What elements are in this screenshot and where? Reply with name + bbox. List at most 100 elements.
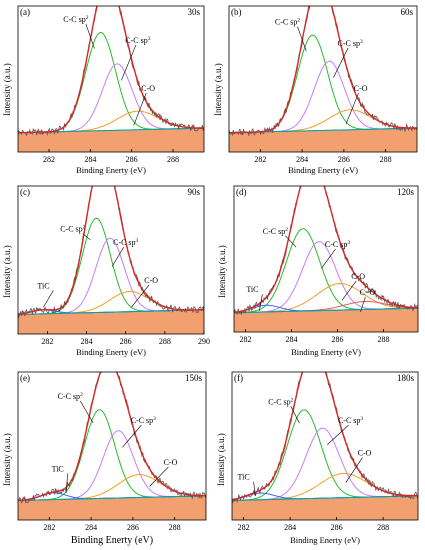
plot-area (229, 6, 417, 152)
peak-label: C-C sp2 (263, 227, 288, 236)
background-line (234, 307, 418, 314)
x-tick-label: 284 (84, 155, 96, 164)
annotation-pointer (297, 26, 307, 52)
annotation-pointer (333, 47, 349, 78)
superscript: 3 (153, 416, 156, 422)
plot-area (18, 6, 204, 152)
panel-letter: (f) (234, 373, 243, 383)
envelope-line (18, 186, 204, 315)
peak-label: C=O (360, 288, 376, 297)
x-tick-label: 286 (127, 523, 139, 532)
superscript: 2 (86, 15, 89, 21)
x-tick-label: 286 (338, 155, 350, 164)
annotation-pointer (122, 424, 142, 448)
x-tick-label: 286 (332, 335, 344, 344)
y-axis-label: Intensity (a.u.) (217, 245, 227, 298)
x-tick-label: 282 (41, 337, 53, 346)
x-tick-label: 284 (85, 523, 97, 532)
x-tick-label: 286 (120, 337, 132, 346)
plot-c: 282 284 286 288 290 C-C sp2 C-C sp3 C-O TiC (17, 185, 210, 346)
peak-label: C-C sp2 (63, 15, 88, 24)
background-area (234, 308, 418, 332)
plot-area (234, 186, 418, 332)
y-axis-label: Intensity (a.u.) (2, 63, 12, 116)
x-tick-label: 282 (254, 155, 266, 164)
panel-f: 282 284 286 288 C-C sp2 C-C sp3 C-O TiC (f) 180… (212, 362, 425, 550)
envelope-line (229, 6, 417, 134)
x-tick-label: 282 (43, 155, 55, 164)
peak-label: C-C sp3 (325, 240, 350, 249)
envelope-line (234, 186, 418, 313)
panel-letter: (c) (20, 187, 30, 197)
x-tick-label: 288 (380, 155, 392, 164)
time-label: 180s (396, 373, 414, 383)
superscript: 3 (360, 39, 363, 45)
annotation-pointer (133, 92, 147, 126)
x-axis-label: Binding Enerty (eV) (288, 165, 358, 175)
raw-data-line (18, 186, 204, 319)
x-tick-label: 282 (240, 335, 252, 344)
x-tick-label: 288 (377, 523, 389, 532)
time-label: 120s (396, 187, 414, 197)
background-line (232, 495, 418, 502)
x-tick-label: 284 (81, 337, 93, 346)
superscript: 3 (136, 238, 139, 244)
peak-label: C-C sp3 (113, 238, 138, 247)
x-axis-label: Binding Enerty (eV) (290, 535, 360, 545)
plot-b: 282 284 286 288 C-C sp2 C-C sp3 C-O (228, 5, 418, 164)
peak-label: C-C sp2 (58, 392, 83, 401)
annotation-pointer (131, 284, 150, 308)
x-tick-label: 282 (43, 523, 55, 532)
background-line (18, 495, 206, 502)
x-tick-label: 284 (296, 155, 308, 164)
background-area (229, 128, 417, 152)
time-label: 60s (400, 7, 413, 17)
peak-label: C-C sp3 (338, 416, 363, 425)
superscript: 2 (83, 225, 86, 231)
peak-label: TiC (52, 465, 64, 474)
time-label: 90s (187, 187, 200, 197)
peak-label: C-C sp3 (338, 39, 363, 48)
plot-frame (17, 371, 207, 521)
x-axis-label: Binding Enerty (eV) (291, 347, 361, 357)
plot-e: 282 284 286 288 C-C sp2 C-C sp3 C-O TiC (17, 371, 207, 532)
plot-frame (17, 5, 205, 153)
x-tick-label: 286 (126, 155, 138, 164)
panel-letter: (e) (20, 373, 30, 383)
peak-label: C-C sp3 (125, 36, 150, 45)
annotation-pointer (345, 92, 359, 125)
time-label: 30s (187, 7, 200, 17)
peak-label: C-C sp2 (60, 225, 85, 234)
x-tick-label: 282 (238, 523, 250, 532)
peak-label: C-C sp2 (275, 18, 300, 27)
x-tick-label: 288 (167, 155, 179, 164)
annotation-pointer (121, 45, 137, 81)
plot-frame (233, 185, 419, 333)
panel-d: 282 284 286 288 C-C sp2 C-C sp3 C-O C=O TiC (d) … (212, 182, 425, 362)
annotation-pointer (341, 280, 357, 301)
peak-label: TiC (246, 285, 258, 294)
annotation-pointer (111, 247, 124, 267)
peak-label: C-O (164, 458, 178, 467)
component-curve (18, 409, 206, 501)
envelope-line (18, 372, 206, 502)
annotation-pointer (321, 248, 336, 269)
peak-label: C-O (358, 448, 372, 457)
peak-label: C-C sp3 (131, 416, 156, 425)
component-curve (18, 217, 204, 315)
annotation-pointer (85, 23, 95, 49)
peak-label: C-O (354, 84, 368, 93)
peak-label: C-C sp2 (268, 397, 293, 406)
panel-e: 282 284 286 288 C-C sp2 C-C sp3 C-O TiC (e) 150… (0, 362, 212, 550)
annotation-pointer (259, 294, 263, 311)
background-area (18, 128, 204, 152)
superscript: 3 (347, 240, 350, 246)
annotation-pointer (360, 296, 366, 313)
annotation-pointer (82, 233, 91, 241)
plot-d: 282 284 286 288 C-C sp2 C-C sp3 C-O C=O TiC (233, 185, 419, 344)
panel-b: 282 284 286 288 C-C sp2 C-C sp3 C-O (b) 60s In… (212, 0, 425, 182)
y-axis-label: Intensity (a.u.) (2, 433, 12, 486)
superscript: 3 (360, 416, 363, 422)
annotation-pointer (253, 481, 256, 496)
annotation-pointer (345, 457, 363, 483)
